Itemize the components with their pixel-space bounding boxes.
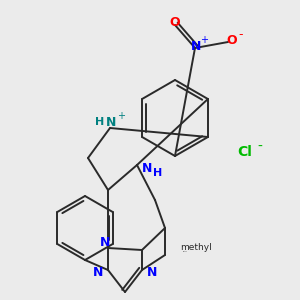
Text: O: O bbox=[170, 16, 180, 29]
Text: O: O bbox=[227, 34, 237, 47]
Text: N: N bbox=[191, 40, 201, 53]
Text: methyl: methyl bbox=[180, 244, 212, 253]
Text: +: + bbox=[200, 35, 208, 45]
Text: +: + bbox=[117, 111, 125, 121]
Text: N: N bbox=[106, 116, 116, 130]
Text: H: H bbox=[153, 168, 163, 178]
Text: -: - bbox=[239, 28, 243, 41]
Text: N: N bbox=[142, 161, 152, 175]
Text: -: - bbox=[258, 140, 262, 154]
Text: N: N bbox=[147, 266, 157, 278]
Text: N: N bbox=[93, 266, 103, 278]
Text: methyl: methyl bbox=[183, 251, 188, 252]
Text: N: N bbox=[100, 236, 110, 248]
Text: H: H bbox=[95, 117, 105, 127]
Text: Cl: Cl bbox=[238, 145, 252, 159]
